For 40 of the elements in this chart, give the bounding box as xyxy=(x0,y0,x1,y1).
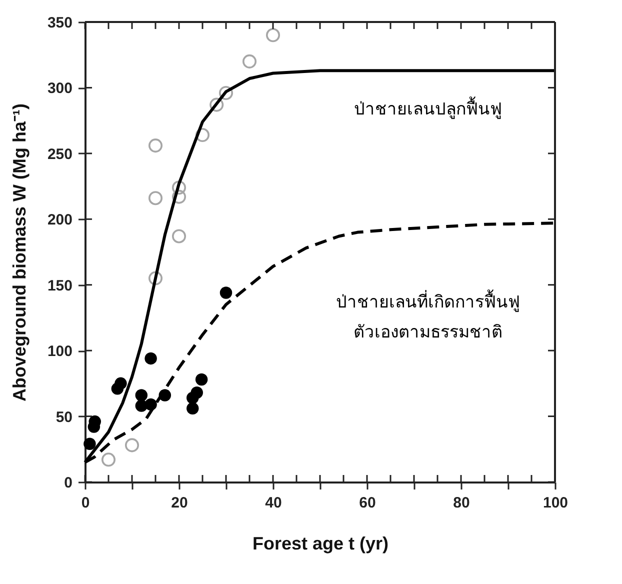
point xyxy=(210,98,224,112)
y-tick-label: 200 xyxy=(47,212,72,229)
y-axis-title: Aboveground biomass W (Mg ha⁻¹) xyxy=(9,104,30,402)
point xyxy=(186,402,199,415)
point xyxy=(144,352,157,365)
point xyxy=(172,190,186,204)
point xyxy=(148,271,163,286)
y-tick-label: 300 xyxy=(47,80,72,98)
point xyxy=(266,28,280,42)
x-tick-label: 20 xyxy=(171,494,188,512)
point xyxy=(195,128,210,142)
point xyxy=(218,86,234,100)
point xyxy=(220,286,232,299)
point xyxy=(101,452,116,467)
point xyxy=(242,54,257,68)
x-tick-label: 100 xyxy=(542,494,568,512)
x-axis-title: Forest age t (yr) xyxy=(252,534,389,554)
point xyxy=(144,398,157,411)
point xyxy=(172,180,186,195)
annotation: ป่าชายเลนปลูกฟื้นฟู xyxy=(354,96,502,120)
y-tick-label: 100 xyxy=(47,343,72,360)
point xyxy=(172,229,186,244)
point xyxy=(186,392,199,404)
point xyxy=(124,438,140,452)
y-tick-label: 350 xyxy=(47,14,72,32)
x-tick-label: 0 xyxy=(81,494,90,512)
y-tick-label: 50 xyxy=(56,408,72,426)
point xyxy=(111,382,124,395)
y-tick-label: 150 xyxy=(47,277,72,294)
x-tick-label: 80 xyxy=(453,494,470,512)
y-tick-label: 0 xyxy=(64,474,72,492)
x-tick-label: 40 xyxy=(265,494,282,512)
point xyxy=(148,191,163,206)
point xyxy=(195,373,208,386)
point xyxy=(135,389,148,402)
y-tick-label: 250 xyxy=(47,146,72,163)
point xyxy=(148,138,163,153)
annotation: ป่าชายเลนที่เกิดการฟื้นฟู ตัวเองตามธรรมชาติ xyxy=(336,290,520,342)
point xyxy=(84,438,96,450)
x-tick-label: 60 xyxy=(359,494,376,512)
